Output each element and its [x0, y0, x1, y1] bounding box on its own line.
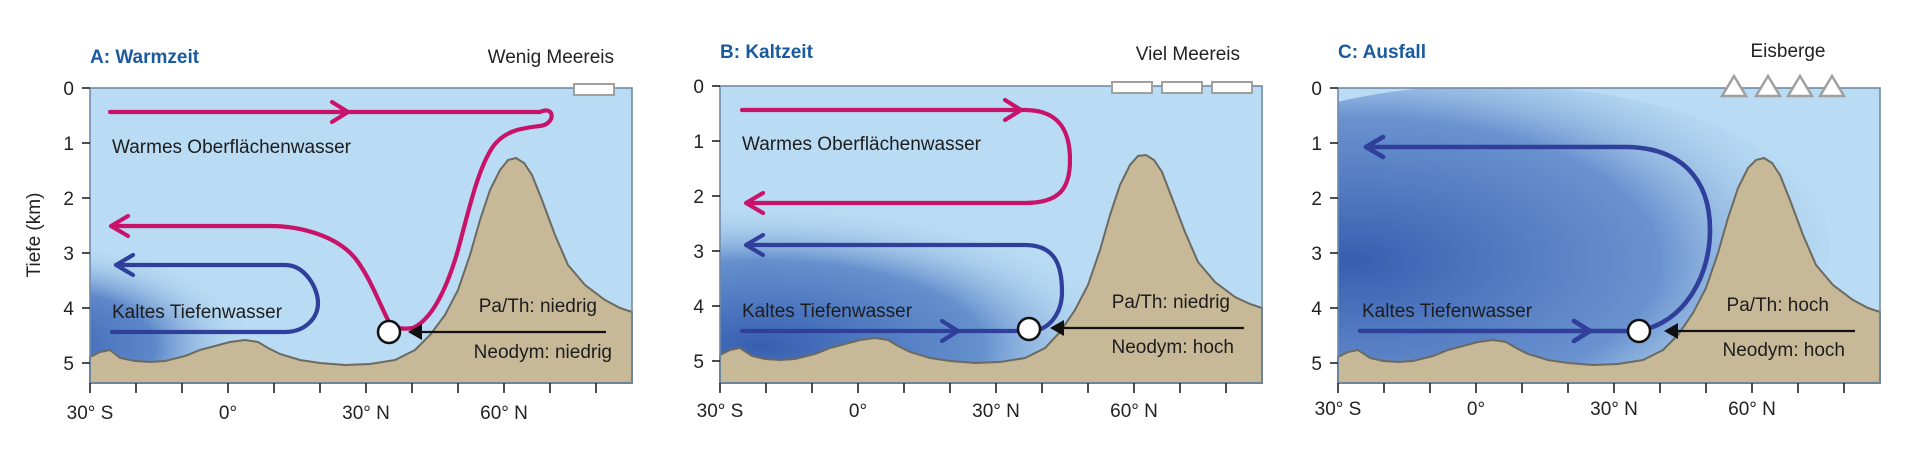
- y-tick-label: 4: [63, 299, 74, 320]
- neodym-label: Neodym: niedrig: [474, 342, 612, 363]
- seafloor: [89, 156, 633, 384]
- core-pointer-head: [408, 324, 422, 340]
- cold-arrowhead: [743, 232, 766, 258]
- seafloor: [1337, 156, 1881, 384]
- x-tick-label: 30° S: [1315, 399, 1362, 420]
- seafloor: [719, 153, 1263, 384]
- y-tick-label: 2: [1311, 189, 1322, 210]
- icebergs: [1719, 73, 1847, 98]
- ice-label: Eisberge: [1751, 41, 1826, 62]
- sediment-core-site: [1016, 316, 1042, 342]
- warm-water-label: Warmes Oberflächenwasser: [112, 137, 352, 158]
- y-ticks: [82, 87, 90, 364]
- y-tick-label: 1: [63, 134, 74, 155]
- y-ticks: [712, 85, 720, 362]
- iceberg-icon: [1719, 73, 1749, 98]
- y-tick-label: 3: [63, 244, 74, 265]
- sea-ice: [1111, 81, 1153, 94]
- sea-ice: [1161, 81, 1203, 94]
- sediment-core-site: [1626, 318, 1652, 344]
- cold-arrowhead: [1363, 134, 1386, 160]
- ice-label: Wenig Meereis: [488, 47, 614, 68]
- y-axis-title: Tiefe (km): [24, 193, 45, 278]
- warm-current-arrow: [739, 107, 1073, 206]
- pa-th-label: Pa/Th: niedrig: [1112, 292, 1230, 313]
- y-tick-label: 2: [63, 189, 74, 210]
- y-tick-label: 4: [693, 297, 704, 318]
- panel-frame: [1337, 87, 1881, 384]
- warm-arrowhead-left: [108, 213, 131, 239]
- y-tick-label: 2: [693, 187, 704, 208]
- x-tick-label: 0°: [1467, 399, 1485, 420]
- y-tick-label: 1: [693, 132, 704, 153]
- panel-frame: [89, 87, 633, 384]
- cold-current-arrow: [1357, 144, 1713, 334]
- sea-ice: [1211, 81, 1253, 94]
- x-tick-label: 60° N: [480, 403, 528, 424]
- panel-title: B: Kaltzeit: [720, 42, 814, 63]
- x-ticks: [719, 383, 1227, 393]
- warm-water-label: Warmes Oberflächenwasser: [742, 134, 982, 155]
- cold-water-label: Kaltes Tiefenwasser: [112, 302, 283, 323]
- warm-arrowhead-right: [1002, 97, 1024, 123]
- y-tick-label: 4: [1311, 299, 1322, 320]
- panel-c: C: Ausfall Eisberge Kaltes Tiefenwasser …: [1311, 41, 1881, 420]
- x-tick-label: 0°: [849, 401, 867, 422]
- x-tick-label: 30° S: [697, 401, 744, 422]
- warm-arrowhead-right: [329, 99, 351, 125]
- y-tick-label: 5: [693, 352, 704, 373]
- pa-th-label: Pa/Th: hoch: [1727, 295, 1829, 316]
- panel-b: B: Kaltzeit Viel Meereis Warmes Oberfläc…: [693, 42, 1263, 422]
- panel-title: C: Ausfall: [1338, 42, 1426, 63]
- y-ticks: [1330, 87, 1338, 364]
- warm-current-arrow: [107, 108, 554, 331]
- neodym-label: Neodym: hoch: [1722, 340, 1845, 361]
- panel-a: A: Warmzeit Wenig Meereis Warmes Oberflä…: [63, 47, 633, 424]
- cold-current-arrow: [109, 262, 321, 335]
- x-tick-label: 30° N: [342, 403, 390, 424]
- x-ticks: [89, 383, 597, 393]
- core-pointer-head: [1050, 320, 1064, 336]
- cold-arrowhead-right: [939, 318, 961, 344]
- x-tick-label: 30° S: [67, 403, 114, 424]
- y-tick-label: 0: [1311, 79, 1322, 100]
- y-tick-label: 5: [63, 354, 74, 375]
- y-tick-label: 0: [693, 77, 704, 98]
- pa-th-label: Pa/Th: niedrig: [479, 296, 597, 317]
- cold-water-label: Kaltes Tiefenwasser: [1362, 301, 1533, 322]
- cold-arrowhead: [113, 252, 136, 278]
- cold-current-arrow: [739, 242, 1065, 334]
- x-tick-label: 0°: [219, 403, 237, 424]
- iceberg-icon: [1817, 73, 1847, 98]
- ice-label: Viel Meereis: [1136, 44, 1240, 65]
- x-tick-label: 30° N: [972, 401, 1020, 422]
- x-tick-label: 30° N: [1590, 399, 1638, 420]
- y-tick-label: 0: [63, 79, 74, 100]
- y-tick-label: 1: [1311, 134, 1322, 155]
- sea-ice: [573, 83, 615, 96]
- y-tick-label: 3: [693, 242, 704, 263]
- y-tick-labels: 0 1 2 3 4 5: [63, 79, 74, 375]
- warm-arrowhead-left: [743, 190, 766, 216]
- panel-title: A: Warmzeit: [90, 47, 200, 68]
- iceberg-icon: [1785, 73, 1815, 98]
- panel-frame: [719, 85, 1263, 384]
- deep-water-mass: [90, 195, 395, 383]
- x-tick-label: 60° N: [1728, 399, 1776, 420]
- iceberg-icon: [1753, 73, 1783, 98]
- x-ticks: [1337, 383, 1845, 393]
- cold-arrowhead-right: [1571, 318, 1593, 344]
- y-tick-label: 3: [1311, 244, 1322, 265]
- y-tick-label: 5: [1311, 354, 1322, 375]
- sediment-core-site: [376, 319, 402, 345]
- core-pointer-head: [1664, 323, 1678, 339]
- cold-water-label: Kaltes Tiefenwasser: [742, 301, 913, 322]
- x-tick-label: 60° N: [1110, 401, 1158, 422]
- neodym-label: Neodym: hoch: [1111, 337, 1234, 358]
